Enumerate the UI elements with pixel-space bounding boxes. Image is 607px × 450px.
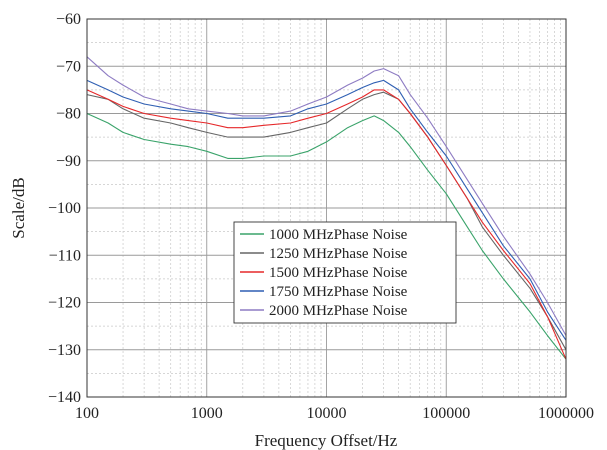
legend-label: 2000 MHzPhase Noise: [269, 303, 408, 319]
y-tick-label: −70: [56, 58, 81, 75]
y-tick-label: −100: [48, 200, 81, 217]
y-tick-label: −80: [56, 106, 81, 123]
y-tick-label: −60: [56, 11, 81, 28]
series-line: [86, 56, 567, 336]
x-tick-label: 1000: [191, 405, 223, 422]
x-tick-label: 1000000: [538, 405, 594, 422]
y-tick-label: −120: [48, 295, 81, 312]
y-tick-label: −90: [56, 153, 81, 170]
legend-label: 1750 MHzPhase Noise: [269, 284, 408, 300]
x-tick-label: 100000: [422, 405, 470, 422]
series-line: [86, 91, 567, 351]
legend-label: 1000 MHzPhase Noise: [269, 227, 408, 243]
legend-label: 1500 MHzPhase Noise: [269, 265, 408, 281]
series-line: [86, 79, 567, 341]
x-tick-label: 100: [75, 405, 99, 422]
y-tick-labels: −60 −70 −80 −90 −100 −110 −120 −130 −140: [48, 11, 81, 406]
x-tick-label: 10000: [307, 405, 347, 422]
series-lines: [86, 56, 567, 360]
plot-frame: [86, 18, 567, 398]
y-tick-label: −140: [48, 389, 81, 406]
legend-label: 1250 MHzPhase Noise: [269, 246, 408, 262]
series-line: [86, 112, 567, 360]
x-axis-label: Frequency Offset/Hz: [255, 431, 398, 450]
series-line: [86, 89, 567, 360]
y-tick-label: −130: [48, 342, 81, 359]
legend: 1000 MHzPhase Noise 1250 MHzPhase Noise 15…: [233, 221, 457, 324]
x-tick-labels: 100 1000 10000 100000 1000000: [75, 405, 594, 422]
y-axis-label: Scale/dB: [9, 177, 28, 238]
legend-box: [233, 221, 457, 324]
y-tick-label: −110: [49, 247, 81, 264]
